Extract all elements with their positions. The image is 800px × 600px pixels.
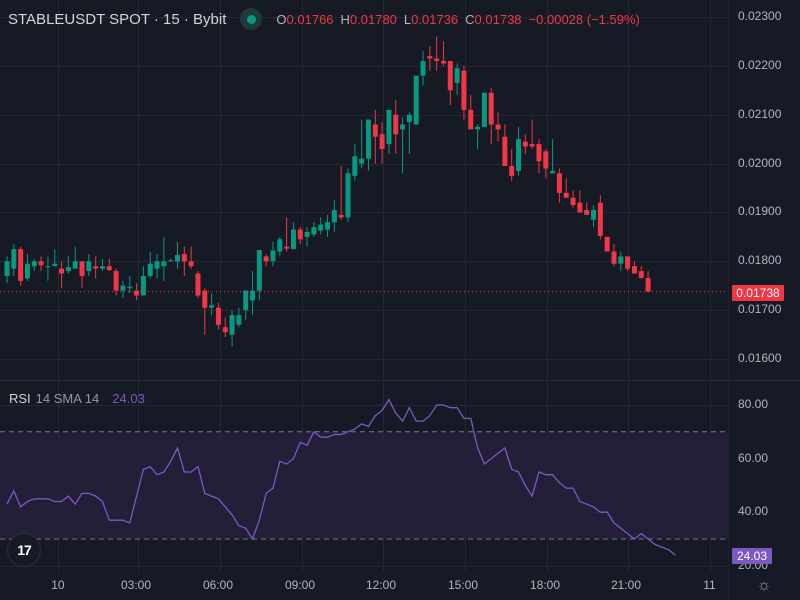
high-label: H — [340, 11, 350, 27]
price-tick-label: 0.01900 — [738, 204, 782, 219]
time-tick-label: 21:00 — [611, 578, 642, 592]
last-price-badge: 0.01738 — [732, 285, 784, 301]
symbol-title[interactable]: STABLEUSDT SPOT · 15 · Bybit — [8, 10, 227, 28]
price-tick-label: 0.01800 — [738, 253, 782, 268]
market-status-icon — [240, 8, 263, 30]
rsi-params: 14 SMA 14 — [35, 391, 100, 406]
time-tick-label: 11 — [703, 578, 716, 592]
ohlc-values: O0.01766 H0.01780 L0.01736 C0.01738 −0.0… — [276, 12, 639, 27]
time-tick-label: 18:00 — [530, 578, 561, 592]
rsi-value: 24.03 — [112, 391, 145, 406]
time-tick-label: 15:00 — [448, 578, 479, 592]
price-tick-label: 0.02300 — [738, 9, 782, 23]
symbol-legend: STABLEUSDT SPOT · 15 · Bybit O0.01766 H0… — [8, 8, 640, 30]
settings-gear-icon[interactable]: ☼ — [756, 577, 772, 594]
time-tick-label: 03:00 — [121, 578, 152, 592]
open-value: 0.01766 — [286, 11, 334, 27]
candlestick-series — [4, 36, 651, 347]
high-value: 0.01780 — [349, 11, 397, 27]
open-label: O — [276, 11, 287, 27]
time-tick-label: 12:00 — [366, 578, 397, 592]
change-value: −0.00028 (−1.59%) — [528, 11, 640, 27]
rsi-tick-label: 80.00 — [738, 397, 769, 411]
price-tick-label: 0.02200 — [738, 57, 782, 72]
close-label: C — [465, 11, 475, 27]
low-value: 0.01736 — [411, 11, 459, 27]
time-tick-label: 09:00 — [285, 578, 316, 592]
price-tick-label: 0.02100 — [738, 106, 782, 121]
tradingview-logo-icon[interactable]: 17 — [7, 533, 41, 567]
time-tick-label: 06:00 — [203, 578, 234, 592]
close-value: 0.01738 — [474, 11, 522, 27]
rsi-tick-label: 40.00 — [738, 504, 769, 519]
price-tick-label: 0.01700 — [738, 302, 782, 317]
rsi-line — [6, 398, 676, 556]
rsi-name: RSI — [9, 391, 31, 406]
rsi-tick-label: 60.00 — [738, 450, 769, 465]
rsi-legend[interactable]: RSI 14 SMA 14 24.03 — [9, 391, 145, 406]
price-tick-label: 0.02000 — [738, 155, 782, 170]
low-label: L — [403, 11, 412, 27]
price-tick-label: 0.01600 — [738, 351, 782, 366]
rsi-value-badge: 24.03 — [732, 548, 772, 564]
rsi-band — [0, 431, 728, 540]
time-tick-label: 10 — [51, 578, 65, 592]
